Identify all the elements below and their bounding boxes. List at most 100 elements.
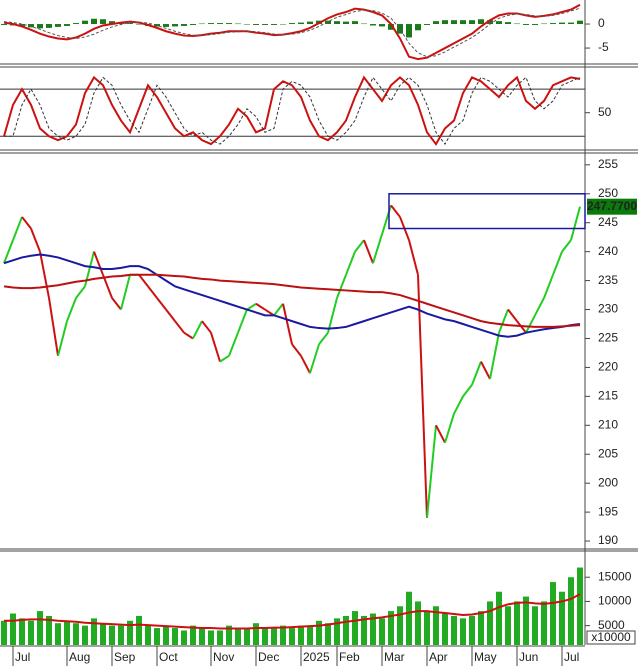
price-move	[93, 251, 104, 276]
bar	[181, 630, 187, 645]
last-price-label: 247.7700	[587, 199, 637, 213]
x-tick-label: Dec	[258, 650, 279, 664]
price-move	[345, 251, 356, 276]
price-move	[282, 303, 293, 345]
price-move	[21, 216, 32, 230]
x-tick-label: Sep	[114, 650, 136, 664]
bar	[253, 623, 259, 645]
bar	[181, 24, 187, 26]
y-tick-label: 15000	[598, 569, 632, 583]
bar	[244, 628, 250, 645]
y-tick-label: 215	[598, 389, 618, 403]
bar	[559, 22, 565, 25]
bar	[370, 24, 376, 26]
bar	[172, 628, 178, 645]
price-move	[165, 308, 176, 322]
price-move	[219, 354, 230, 363]
bar	[460, 20, 466, 25]
x-tick-label: 2025	[303, 650, 330, 664]
y-tick-label: 205	[598, 446, 618, 460]
bar	[460, 618, 466, 645]
price-move	[309, 343, 320, 374]
y-tick-label: 195	[598, 504, 618, 518]
bar	[433, 21, 439, 25]
bar	[109, 21, 115, 25]
x-tick-label: Oct	[159, 650, 178, 664]
bar	[496, 21, 502, 25]
bar	[451, 20, 457, 25]
price-move	[138, 274, 149, 287]
bar	[28, 24, 34, 28]
y-tick-label: 190	[598, 533, 618, 547]
bar	[217, 630, 223, 645]
x-tick-label: Mar	[384, 650, 405, 664]
last-price-box	[587, 198, 637, 215]
x-tick-label: Nov	[213, 650, 234, 664]
price-move	[363, 239, 374, 264]
bar	[568, 22, 574, 25]
bar	[334, 21, 340, 25]
bar	[253, 24, 259, 25]
price-move	[57, 320, 68, 357]
bar	[343, 21, 349, 25]
y-tick-label: 220	[598, 360, 618, 374]
bar	[244, 24, 250, 25]
price-move	[354, 239, 365, 253]
price-move	[273, 303, 284, 316]
y-tick-label: 10000	[598, 594, 632, 608]
price-move	[246, 302, 257, 311]
bar	[541, 601, 547, 645]
y-tick-label: 245	[598, 215, 618, 229]
bar	[136, 615, 142, 645]
bar	[577, 567, 583, 645]
y-tick-label: -5	[598, 40, 609, 54]
bar	[307, 625, 313, 645]
y-tick-label: 50	[598, 105, 612, 119]
bar	[343, 615, 349, 645]
bar	[91, 618, 97, 645]
bar	[136, 24, 142, 25]
price-move	[39, 251, 50, 299]
price-move	[336, 274, 347, 299]
bar	[415, 24, 421, 31]
x-tick-label: Jul	[15, 650, 30, 664]
bar	[469, 615, 475, 645]
bar	[262, 628, 268, 645]
price-move	[300, 355, 311, 374]
price-move	[327, 297, 338, 333]
bar	[118, 625, 124, 645]
bar	[496, 591, 502, 645]
price-move	[480, 361, 491, 380]
y-tick-label: 200	[598, 475, 618, 489]
price-move	[174, 320, 185, 334]
bar	[208, 23, 214, 25]
bar	[127, 620, 133, 645]
price-move	[120, 274, 131, 310]
bar	[298, 625, 304, 645]
resistance-box	[388, 193, 586, 230]
bar	[271, 24, 277, 25]
bar	[37, 611, 43, 645]
bar	[10, 613, 16, 645]
price-move	[471, 361, 482, 386]
y-tick-label: 235	[598, 273, 618, 287]
bar	[505, 606, 511, 645]
unit-box	[586, 630, 636, 645]
bar	[577, 20, 583, 25]
x-tick-label: Feb	[339, 650, 360, 664]
bar	[325, 623, 331, 645]
bar	[46, 615, 52, 645]
price-move	[435, 424, 446, 444]
bar	[46, 24, 52, 28]
y-tick-label: 230	[598, 302, 618, 316]
bar	[370, 613, 376, 645]
bar	[478, 19, 484, 25]
bar	[1, 620, 7, 645]
price-move	[462, 384, 473, 397]
x-tick-label: Jul	[564, 650, 579, 664]
bar	[469, 20, 475, 25]
x-tick-label: Apr	[429, 650, 448, 664]
bar	[334, 618, 340, 645]
price-move	[228, 332, 239, 357]
